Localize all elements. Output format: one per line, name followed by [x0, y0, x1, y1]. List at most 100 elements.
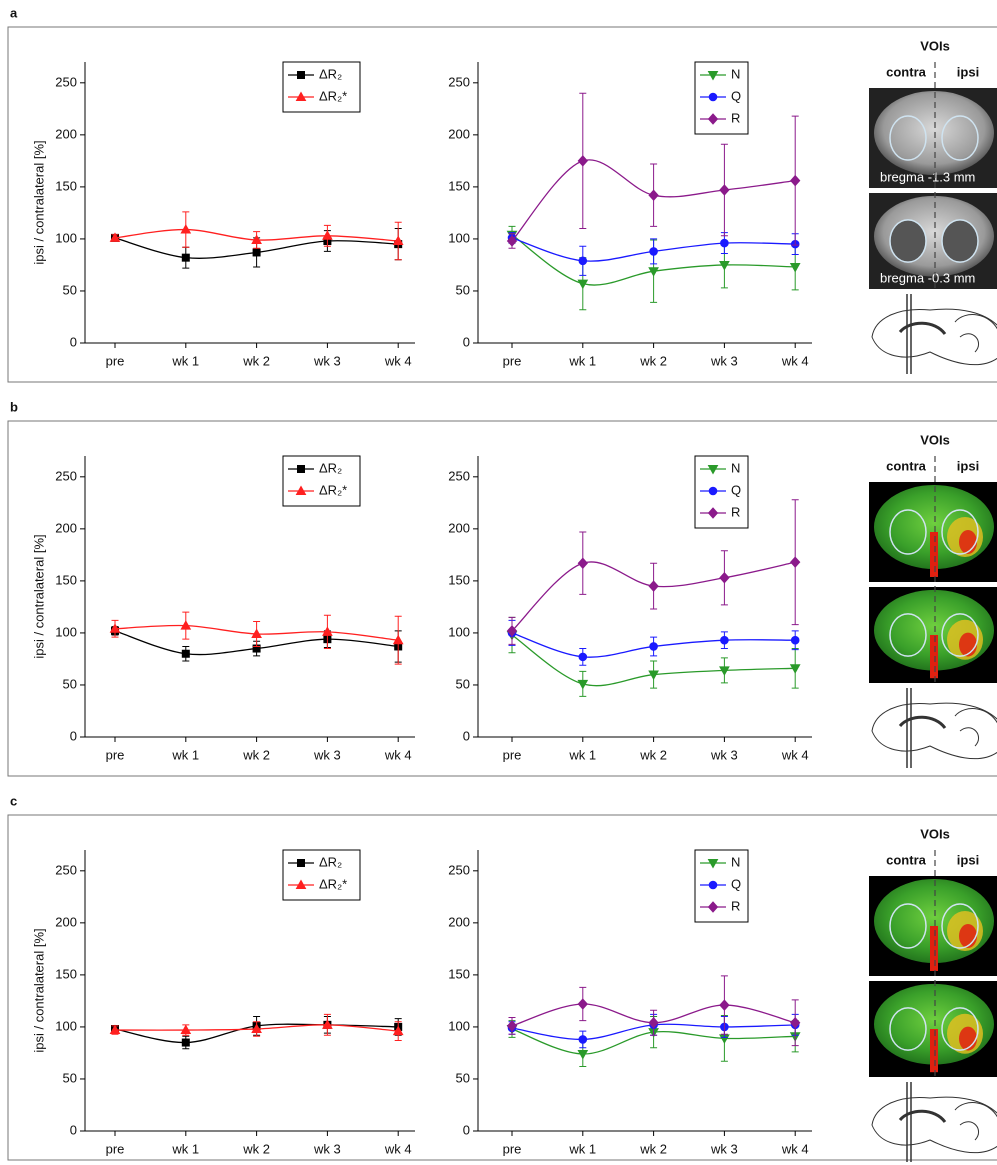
voi-title: VOIs	[920, 432, 950, 447]
y-tick-label: 200	[55, 914, 77, 929]
y-tick-label: 200	[448, 914, 470, 929]
marker	[708, 880, 718, 890]
marker	[577, 1049, 589, 1060]
x-tick-label: wk 3	[710, 1141, 738, 1156]
marker	[577, 998, 588, 1010]
x-tick-label: wk 4	[781, 1141, 809, 1156]
voi-region	[889, 903, 927, 949]
x-tick-label: wk 1	[568, 747, 596, 762]
marker	[790, 635, 800, 645]
x-tick-label: pre	[503, 353, 522, 368]
voi-hot	[930, 926, 938, 971]
legend-label: ΔR₂*	[319, 482, 347, 497]
voi-hot	[930, 1029, 938, 1073]
legend-box	[282, 849, 361, 901]
voi-hot	[930, 532, 938, 577]
voi-right: ipsi	[957, 458, 979, 473]
voi-hot	[959, 1026, 977, 1051]
x-tick-label: pre	[106, 353, 125, 368]
marker	[322, 626, 333, 636]
x-tick-label: pre	[106, 747, 125, 762]
x-tick-label: wk 1	[568, 353, 596, 368]
legend-label: Q	[731, 482, 741, 497]
y-tick-label: 0	[463, 728, 470, 743]
marker	[577, 679, 589, 690]
marker	[649, 247, 658, 256]
y-tick-label: 50	[63, 282, 77, 297]
cerebellum	[954, 314, 997, 353]
marker	[251, 628, 262, 638]
voi-right: ipsi	[957, 852, 979, 867]
y-tick-label: 0	[70, 1122, 77, 1137]
x-tick-label: wk 1	[568, 1141, 596, 1156]
marker	[297, 465, 305, 473]
x-tick-label: pre	[503, 747, 522, 762]
y-tick-label: 50	[456, 282, 470, 297]
marker	[648, 1017, 659, 1029]
voi-left: contra	[886, 852, 927, 867]
y-tick-label: 200	[55, 126, 77, 141]
y-tick-label: 0	[70, 334, 77, 349]
y-tick-label: 50	[456, 676, 470, 691]
marker	[719, 260, 730, 271]
legend-box	[282, 61, 361, 113]
marker	[181, 1038, 190, 1047]
voi-hot	[959, 924, 977, 948]
y-tick-label: 100	[448, 1018, 470, 1033]
cerebellum	[954, 1102, 997, 1141]
y-tick-label: 0	[463, 1122, 470, 1137]
x-tick-label: wk 1	[171, 353, 199, 368]
x-tick-label: wk 3	[313, 1141, 341, 1156]
marker	[577, 155, 588, 167]
panel-frame	[7, 420, 997, 777]
legend-label: ΔR₂	[319, 854, 342, 869]
legend-label: N	[731, 66, 740, 81]
y-tick-label: 250	[55, 468, 77, 483]
marker	[506, 235, 518, 247]
x-tick-label: wk 4	[384, 353, 412, 368]
legend-label: R	[731, 110, 740, 125]
voi-hot	[959, 530, 977, 554]
marker	[708, 92, 718, 102]
voi-region	[941, 903, 979, 949]
marker	[109, 232, 121, 242]
legend-label: ΔR₂*	[319, 88, 347, 103]
y-tick-label: 200	[448, 520, 470, 535]
voi-region	[941, 509, 979, 555]
y-axis-label: ipsi / contralateral [%]	[31, 928, 46, 1052]
marker	[180, 620, 192, 630]
x-tick-label: wk 2	[242, 747, 270, 762]
legend-label: R	[731, 504, 740, 519]
brain-sketch	[871, 702, 997, 760]
hippocampus	[898, 321, 947, 335]
marker	[109, 623, 121, 633]
marker	[720, 635, 729, 645]
marker	[392, 1025, 404, 1036]
legend-label: R	[731, 898, 740, 913]
legend-label: Q	[731, 876, 741, 891]
x-tick-label: wk 3	[313, 353, 341, 368]
marker	[720, 238, 729, 248]
marker	[707, 465, 719, 475]
marker	[295, 91, 307, 101]
y-tick-label: 150	[448, 178, 470, 193]
marker	[180, 1024, 192, 1035]
marker	[181, 253, 190, 262]
voi-region	[889, 1007, 927, 1051]
x-tick-label: wk 3	[710, 353, 738, 368]
y-tick-label: 100	[55, 1018, 77, 1033]
marker	[707, 113, 719, 125]
marker	[506, 625, 518, 637]
brain-sketch	[871, 308, 997, 366]
voi-title: VOIs	[920, 826, 950, 841]
y-tick-label: 100	[55, 230, 77, 245]
legend-label: N	[731, 460, 740, 475]
marker	[251, 1023, 262, 1034]
x-tick-label: pre	[106, 1141, 125, 1156]
marker	[297, 859, 305, 867]
marker	[506, 1020, 518, 1032]
voi-region	[889, 613, 927, 657]
panel-label: a	[10, 5, 18, 20]
marker	[719, 666, 730, 676]
